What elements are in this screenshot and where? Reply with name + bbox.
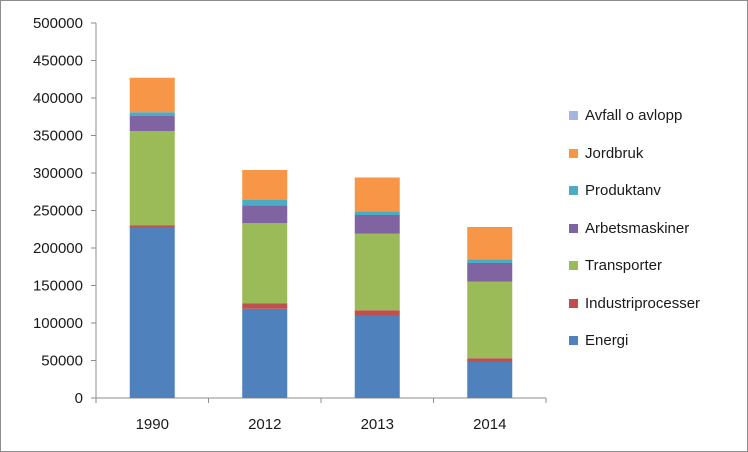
bar-segment-energi-2012 [242,308,288,398]
legend-label: Transporter [585,257,662,275]
y-tick-label: 0 [75,390,83,407]
legend-item: Jordbruk [569,135,744,173]
x-category-label: 2013 [361,416,394,433]
legend-item: Avfall o avlopp [569,97,744,135]
bar-segment-industriprocesser-2013 [354,310,400,316]
bar-segment-transporter-2012 [242,223,288,304]
y-tick-label: 400000 [33,90,83,107]
legend-label: Industriprocesser [585,294,701,312]
legend-swatch [569,261,578,271]
bar-segment-arbetsmaskiner-2014 [467,263,513,282]
y-tick-label: 200000 [33,240,83,257]
legend-swatch [569,186,578,196]
legend-swatch [569,223,578,233]
bar-segment-arbetsmaskiner-1990 [129,116,175,131]
y-tick-label: 500000 [33,15,83,32]
legend-label: Avfall o avlopp [585,107,683,125]
y-tick-label: 100000 [33,315,83,332]
bar-segment-arbetsmaskiner-2012 [242,205,288,224]
legend-item: Arbetsmaskiner [569,210,744,248]
legend-label: Energi [585,332,629,350]
legend-swatch [569,111,578,121]
bar-segment-jordbruk-2014 [467,227,513,260]
bar-segment-jordbruk-2013 [354,177,400,212]
y-tick-label: 450000 [33,53,83,70]
legend-swatch [569,336,578,346]
legend-label: Arbetsmaskiner [585,219,690,237]
legend-label: Jordbruk [585,144,644,162]
bar-segment-industriprocesser-1990 [129,225,175,227]
legend-swatch [569,148,578,158]
x-category-label: 2014 [473,416,506,433]
legend-item: Transporter [569,247,744,285]
y-tick-label: 50000 [41,353,83,370]
bar-segment-transporter-1990 [129,131,175,226]
bar-segment-produktanv-1990 [129,112,175,116]
bar-segment-jordbruk-2012 [242,170,288,200]
x-category-label: 2012 [248,416,281,433]
bar-segment-transporter-2013 [354,233,400,311]
legend-label: Produktanv [585,182,661,200]
bar-segment-industriprocesser-2014 [467,358,513,362]
legend-item: Energi [569,322,744,360]
bar-segment-jordbruk-1990 [129,77,175,113]
bar-segment-transporter-2014 [467,281,513,359]
bar-segment-produktanv-2012 [242,200,288,206]
bar-segment-industriprocesser-2012 [242,303,288,309]
legend-swatch [569,298,578,308]
y-tick-label: 250000 [33,203,83,220]
legend-item: Industriprocesser [569,285,744,323]
bar-segment-produktanv-2014 [467,259,513,263]
x-category-label: 1990 [136,416,169,433]
bar-segment-energi-2014 [467,362,513,398]
bar-segment-produktanv-2013 [354,211,400,215]
legend: Avfall o avlopp Jordbruk Produktanv Arbetsm… [569,97,744,360]
bar-segment-arbetsmaskiner-2013 [354,215,400,234]
y-tick-label: 150000 [33,278,83,295]
y-tick-label: 350000 [33,128,83,145]
bar-segment-energi-1990 [129,227,175,398]
y-tick-label: 300000 [33,165,83,182]
legend-item: Produktanv [569,172,744,210]
bar-segment-energi-2013 [354,315,400,398]
